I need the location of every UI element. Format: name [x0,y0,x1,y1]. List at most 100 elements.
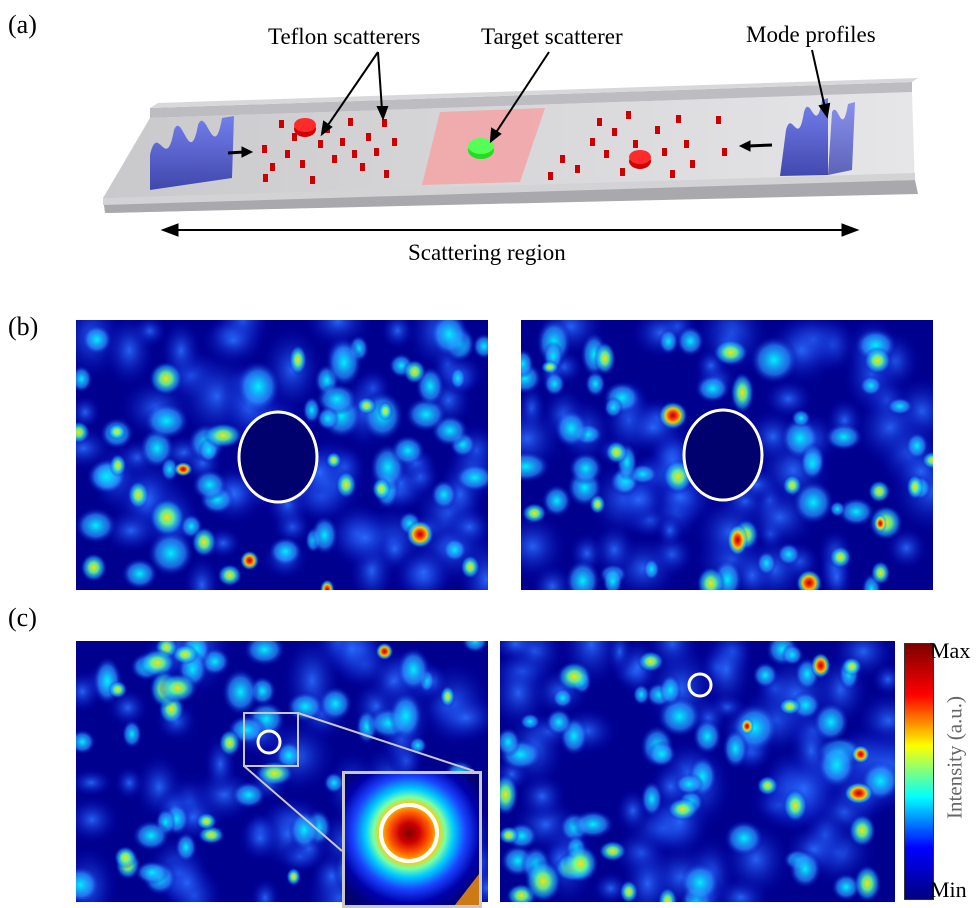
speckle [461,641,488,654]
speckle [571,809,615,839]
speckle [375,642,394,661]
speckle [107,423,127,441]
speckle [500,727,521,757]
speckle [377,401,393,421]
speckle [109,453,127,478]
speckle [319,579,335,590]
speckle [603,396,624,419]
speckle [102,320,156,389]
speckle [756,775,779,796]
speckle [643,558,660,581]
pointer-arrows [320,49,831,144]
speckle [540,360,559,374]
speckle [837,497,876,527]
speckle [239,550,260,571]
speckle [449,366,466,390]
speckle [81,324,113,355]
zoom-box [243,712,299,767]
speckle [816,741,857,789]
speckle [395,545,452,590]
speckle [500,825,520,845]
speckle [655,513,685,548]
speckle [905,431,929,460]
speckle [812,701,850,743]
speckle [143,402,190,440]
speckle [859,375,883,397]
speckle [160,456,179,482]
waveguide-front-edge [103,180,918,213]
waveguide-back-wall [150,82,912,118]
colorbar [904,643,934,900]
speckle [906,474,924,500]
speckle [853,864,882,902]
speckle [658,673,682,707]
zoom-overlay-c-left [243,712,475,852]
mode-profiles-label: Mode profiles [746,22,876,47]
speckle [335,470,357,499]
speckle [286,867,302,886]
speckle [699,641,754,713]
speckle [591,522,638,578]
speckle [323,641,381,685]
propagation-arrows [227,140,773,158]
panel-label-a: (a) [8,10,37,39]
scattering-region-arrow [160,223,860,237]
speckle [851,745,871,764]
speckle [158,672,198,704]
speckle [723,820,765,857]
target-circle-zoom [379,803,439,863]
speckle [199,320,268,367]
speckle [230,781,267,809]
speckle [602,566,624,590]
speckle [781,643,804,666]
speckle [396,647,431,693]
speckle [829,545,852,569]
speckle [788,849,822,889]
speckle [108,680,128,699]
speckle [795,569,823,590]
panel-label-c: (c) [8,603,37,632]
speckle [221,668,260,716]
target-circle-c-left [256,729,282,755]
speckle [442,537,468,563]
speckle [589,494,606,515]
speckle [886,397,914,416]
speckle [325,337,363,388]
speckle [250,877,281,902]
speckle [776,542,801,566]
speckle [76,394,102,430]
speckle [871,662,895,697]
speckle [658,328,679,355]
speckle [727,523,749,557]
speckle [430,479,458,510]
speckle [632,683,651,706]
speckle [268,536,303,567]
speckle [76,365,93,393]
speckle [810,652,831,679]
speckle [439,685,456,708]
mode-profile-left [150,116,234,190]
speckle [217,563,243,587]
speckle [147,530,195,577]
speckle [195,812,217,831]
speckle [790,409,812,428]
speckle [191,468,228,501]
speckle [132,820,171,852]
speckle [286,691,325,722]
speckle [598,840,627,862]
speckle [841,656,863,677]
speckle [712,339,749,366]
speckle [171,644,199,665]
speckle [792,480,835,525]
speckle [657,695,702,738]
speckle [921,451,933,470]
speckle [584,370,607,398]
speckle [749,335,799,385]
speckle [316,406,340,431]
speckle [371,477,392,501]
speckle [460,554,481,580]
speckle [325,451,342,469]
speckle [521,502,547,524]
speckle [160,852,214,902]
speckle [740,717,754,735]
